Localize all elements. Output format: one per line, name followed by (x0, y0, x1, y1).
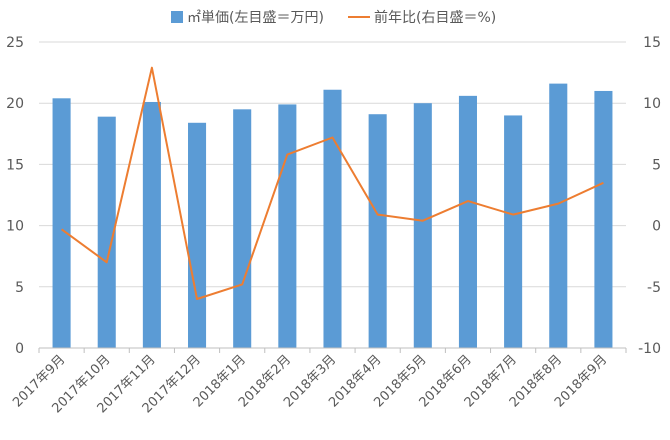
left-axis-tick-label: 10 (6, 219, 24, 235)
bar (458, 95, 477, 348)
bar (323, 89, 342, 349)
right-axis-tick-label: -5 (647, 280, 661, 296)
right-axis-ticks: -10 -5 0 5 10 15 (638, 35, 661, 357)
legend-bar-swatch (171, 11, 183, 23)
left-axis-ticks: 0 5 10 15 20 25 (6, 35, 24, 357)
bar (368, 114, 387, 348)
bar-series (52, 83, 613, 349)
legend: ㎡単価(左目盛＝万円) 前年比(右目盛＝%) (171, 9, 496, 26)
line-series (61, 66, 604, 300)
line-path (61, 66, 604, 300)
bar (549, 83, 568, 348)
bar (97, 116, 116, 348)
legend-bar-label: ㎡単価(左目盛＝万円) (187, 10, 324, 26)
left-axis-tick-label: 5 (15, 280, 24, 296)
bar (188, 122, 207, 348)
bar (142, 101, 161, 348)
right-axis-tick-label: 0 (652, 219, 661, 235)
bar (233, 109, 252, 348)
bar (413, 103, 432, 348)
bar (52, 98, 71, 348)
x-axis-ticks: 2017年9月2017年10月2017年11月2017年12月2018年1月20… (10, 347, 627, 416)
right-axis-tick-label: -10 (638, 341, 661, 357)
right-axis-tick-label: 5 (652, 157, 661, 173)
left-axis-tick-label: 15 (6, 157, 24, 173)
left-axis-tick-label: 0 (15, 341, 24, 357)
left-axis-tick-label: 20 (6, 96, 24, 112)
bar (594, 90, 613, 349)
left-axis-tick-label: 25 (6, 35, 24, 51)
bar (278, 104, 297, 348)
legend-line-label: 前年比(右目盛＝%) (374, 9, 496, 26)
bar (504, 115, 523, 348)
right-axis-tick-label: 10 (643, 96, 661, 112)
right-axis-tick-label: 15 (643, 35, 661, 51)
